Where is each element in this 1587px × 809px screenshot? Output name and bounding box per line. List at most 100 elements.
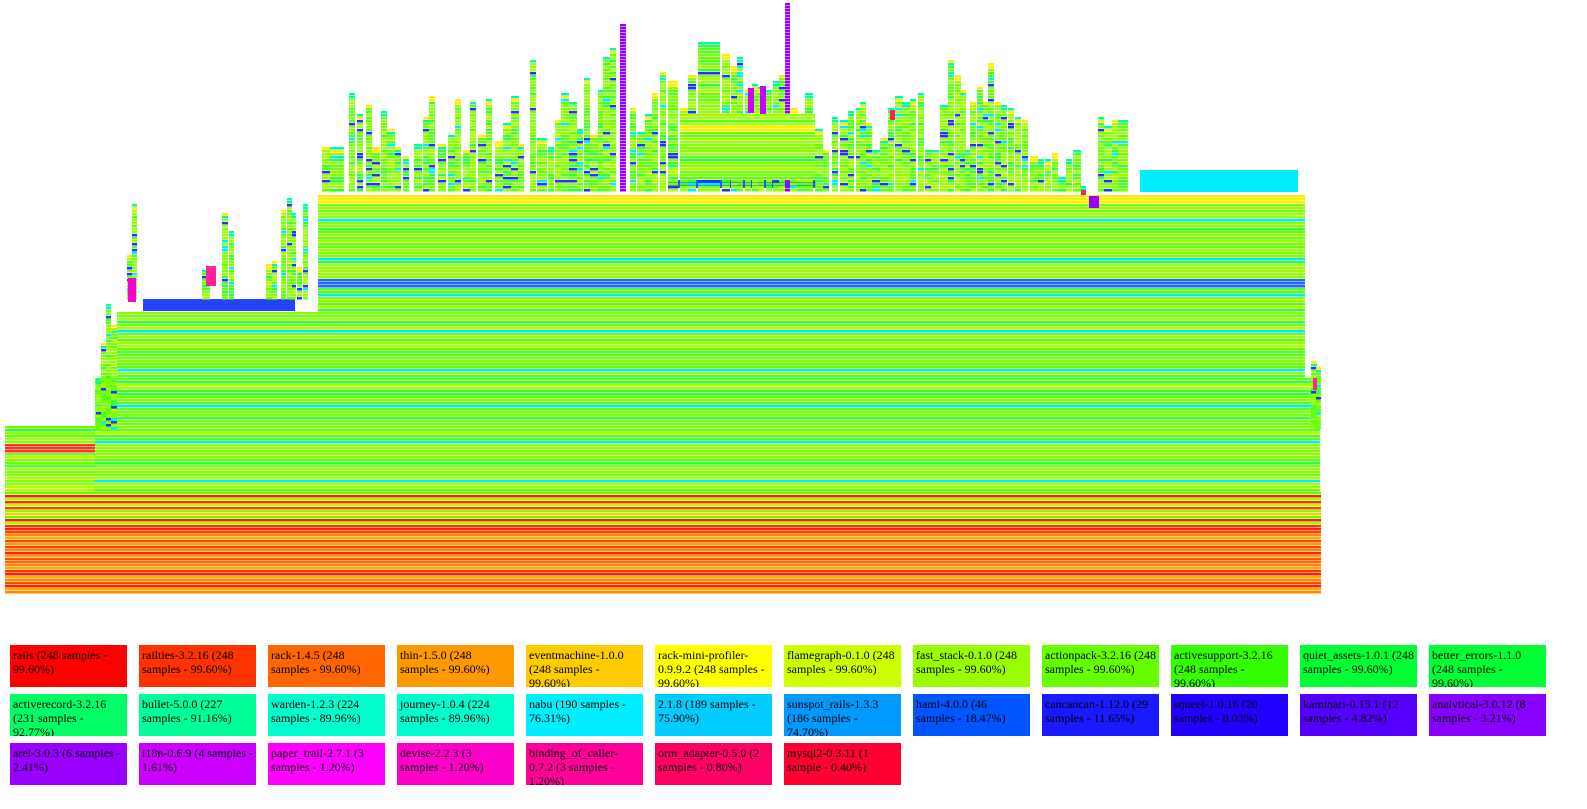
flame-frame bbox=[222, 252, 228, 255]
flame-frame bbox=[988, 159, 994, 162]
flame-frame bbox=[429, 144, 435, 147]
flame-frame bbox=[117, 315, 1305, 318]
flame-frame bbox=[1052, 162, 1058, 165]
flame-frame bbox=[530, 162, 536, 165]
flame-frame bbox=[486, 150, 492, 153]
flame-frame bbox=[860, 180, 866, 183]
flame-frame bbox=[287, 279, 292, 282]
flame-frame bbox=[698, 96, 720, 99]
flame-frame bbox=[660, 123, 666, 126]
flame-frame bbox=[766, 180, 772, 183]
flame-frame bbox=[584, 120, 590, 123]
flame-frame bbox=[630, 126, 636, 129]
flame-frame bbox=[561, 99, 569, 102]
flame-frame bbox=[584, 117, 590, 120]
flame-frame bbox=[752, 90, 758, 93]
flame-frame bbox=[722, 54, 730, 57]
flame-frame bbox=[577, 177, 583, 180]
flame-frame bbox=[1022, 162, 1028, 165]
flame-frame bbox=[548, 180, 554, 183]
flame-frame bbox=[668, 150, 678, 153]
flame-frame bbox=[5, 471, 95, 474]
flame-frame bbox=[652, 183, 658, 186]
flame-frame bbox=[387, 189, 395, 192]
flame-frame bbox=[423, 156, 429, 159]
flame-frame bbox=[423, 132, 429, 135]
flame-frame bbox=[1311, 376, 1317, 379]
flame-frame bbox=[577, 180, 583, 183]
flame-frame bbox=[381, 129, 387, 132]
flame-frame bbox=[503, 153, 511, 156]
flame-frame bbox=[1118, 189, 1128, 192]
flame-frame bbox=[620, 30, 626, 33]
flame-frame bbox=[5, 534, 1321, 537]
flame-frame bbox=[977, 93, 983, 96]
flame-frame bbox=[318, 270, 1305, 273]
flame-frame bbox=[470, 156, 476, 159]
flame-frame bbox=[1001, 108, 1007, 111]
flame-frame bbox=[1001, 189, 1007, 192]
flame-frame bbox=[357, 147, 363, 150]
flame-frame bbox=[330, 159, 344, 162]
flame-frame bbox=[918, 144, 924, 147]
flame-frame bbox=[910, 105, 916, 108]
flame-frame bbox=[652, 180, 658, 183]
flame-frame bbox=[5, 582, 1321, 585]
flame-frame bbox=[731, 189, 737, 192]
flame-frame bbox=[960, 123, 966, 126]
flame-frame bbox=[598, 138, 604, 141]
legend-item: actionpack-3.2.16 (248 samples - 99.60%) bbox=[1042, 645, 1159, 687]
flame-frame bbox=[752, 96, 758, 99]
flame-frame bbox=[1015, 153, 1021, 156]
flame-frame bbox=[698, 72, 720, 75]
flame-frame bbox=[272, 291, 277, 294]
flame-frame bbox=[1038, 171, 1044, 174]
flame-frame bbox=[983, 162, 989, 165]
flame-frame bbox=[349, 174, 355, 177]
flame-frame bbox=[229, 285, 234, 288]
flame-frame bbox=[848, 129, 854, 132]
flame-frame bbox=[888, 123, 894, 126]
flame-frame bbox=[823, 153, 829, 156]
flame-frame bbox=[645, 168, 653, 171]
legend-item: squeel-1.0.16 (20 samples - 8.03%) bbox=[1171, 694, 1288, 736]
flame-frame bbox=[266, 291, 272, 294]
flame-frame bbox=[866, 138, 872, 141]
flame-frame bbox=[132, 207, 137, 210]
flame-frame bbox=[940, 177, 948, 180]
flame-frame bbox=[660, 105, 666, 108]
flame-frame bbox=[438, 168, 446, 171]
flame-frame bbox=[960, 135, 966, 138]
flame-frame bbox=[429, 117, 435, 120]
flame-frame bbox=[668, 117, 678, 120]
flame-frame bbox=[349, 159, 355, 162]
flame-frame bbox=[880, 150, 888, 153]
flame-frame bbox=[805, 93, 813, 96]
flame-frame bbox=[866, 129, 872, 132]
flame-frame bbox=[292, 243, 296, 246]
flame-frame bbox=[866, 171, 872, 174]
flame-frame bbox=[872, 189, 880, 192]
flame-frame bbox=[1316, 397, 1321, 400]
flame-frame bbox=[988, 174, 994, 177]
flame-frame bbox=[266, 282, 272, 285]
flame-frame bbox=[1311, 409, 1317, 412]
flame-frame bbox=[848, 132, 854, 135]
flame-frame bbox=[95, 444, 1320, 447]
flame-frame bbox=[429, 156, 435, 159]
flame-frame bbox=[5, 483, 95, 486]
flame-frame bbox=[988, 162, 994, 165]
flame-frame bbox=[495, 189, 503, 192]
flame-frame bbox=[530, 93, 536, 96]
flame-frame bbox=[438, 174, 446, 177]
flame-frame bbox=[880, 186, 888, 189]
flame-frame bbox=[637, 186, 645, 189]
flame-frame bbox=[569, 114, 577, 117]
flame-frame bbox=[731, 108, 737, 111]
flame-frame bbox=[603, 63, 611, 66]
flame-frame bbox=[561, 153, 569, 156]
flame-frame bbox=[495, 186, 503, 189]
flame-frame bbox=[940, 117, 948, 120]
flame-frame bbox=[995, 180, 1001, 183]
flame-frame bbox=[598, 183, 604, 186]
